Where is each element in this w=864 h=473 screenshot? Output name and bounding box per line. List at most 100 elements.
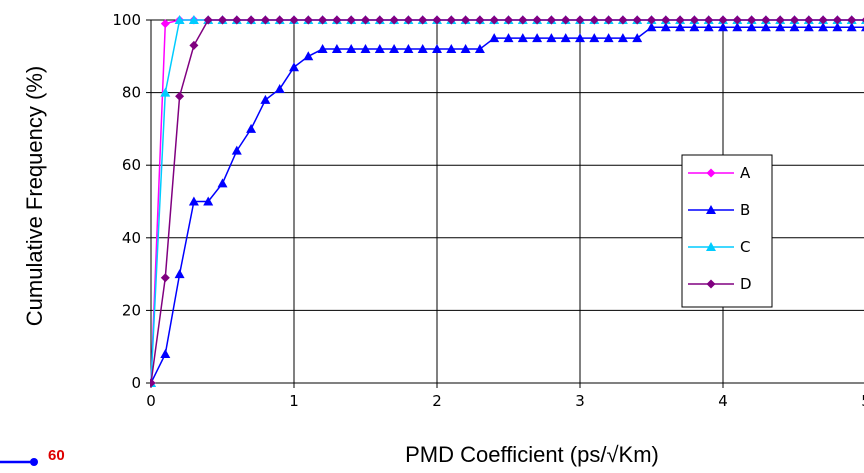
x-tick-label: 5 — [861, 392, 864, 410]
data-point-C — [174, 15, 185, 24]
series-layer — [150, 15, 864, 388]
data-point-D — [747, 15, 757, 25]
data-point-B — [689, 22, 700, 32]
data-point-B — [775, 22, 786, 32]
data-point-B — [546, 33, 557, 43]
series-B — [150, 22, 864, 387]
data-point-D — [175, 91, 185, 101]
data-point-D — [375, 15, 385, 25]
data-point-D — [847, 15, 857, 25]
data-point-B — [289, 62, 299, 72]
legend-label: B — [740, 201, 750, 219]
data-point-B — [389, 44, 400, 54]
y-tick-label: 20 — [122, 301, 141, 319]
y-tick-labels: 0 20 40 60 80 100 — [112, 11, 141, 392]
data-point-B — [732, 22, 743, 32]
data-point-B — [846, 22, 857, 32]
data-point-B — [760, 22, 771, 32]
data-point-B — [703, 22, 714, 32]
data-point-D — [203, 15, 213, 25]
data-point-B — [718, 22, 728, 32]
data-point-D — [318, 15, 328, 25]
data-point-D — [461, 15, 471, 25]
data-point-B — [160, 348, 171, 358]
data-point-B — [374, 44, 385, 54]
data-point-D — [675, 15, 685, 25]
data-point-D — [275, 15, 285, 25]
data-point-B — [231, 145, 242, 155]
data-point-D — [150, 378, 156, 388]
cropped-legend-fragment: 60 — [0, 447, 65, 466]
x-tick-label: 0 — [146, 392, 156, 410]
legend: A B C D — [681, 154, 773, 308]
data-point-B — [203, 196, 214, 206]
data-point-D — [632, 15, 642, 25]
data-point-D — [732, 15, 742, 25]
data-point-D — [418, 15, 428, 25]
y-tick-label: 100 — [112, 11, 141, 29]
legend-label: C — [740, 238, 750, 256]
data-point-D — [532, 15, 542, 25]
data-point-B — [532, 33, 543, 43]
data-point-D — [518, 15, 528, 25]
data-point-B — [446, 44, 457, 54]
data-point-B — [617, 33, 628, 43]
legend-swatch-marker — [706, 242, 716, 251]
data-point-B — [632, 33, 643, 43]
data-point-B — [432, 44, 442, 54]
data-point-B — [832, 22, 843, 32]
data-point-D — [332, 15, 342, 25]
data-point-B — [303, 51, 314, 61]
data-point-B — [417, 44, 428, 54]
series-D — [150, 15, 864, 388]
data-point-D — [704, 15, 714, 25]
data-point-B — [861, 25, 864, 32]
data-point-B — [217, 178, 228, 188]
data-point-D — [389, 15, 399, 25]
data-point-B — [560, 33, 571, 43]
y-axis-label: Cumulative Frequency (%) — [22, 66, 47, 326]
data-point-D — [618, 15, 628, 25]
data-point-D — [403, 15, 413, 25]
x-tick-label: 2 — [432, 392, 442, 410]
legend-swatch-marker — [706, 168, 716, 178]
data-point-B — [818, 22, 829, 32]
x-tick-label: 4 — [718, 392, 728, 410]
data-point-D — [303, 15, 313, 25]
data-point-D — [446, 15, 456, 25]
x-axis-label: PMD Coefficient (ps/√Km) — [405, 442, 659, 467]
legend-item-C: C — [688, 238, 750, 256]
legend-item-D: D — [688, 275, 752, 293]
data-point-D — [218, 15, 227, 25]
data-point-B — [346, 44, 357, 54]
data-point-B — [274, 83, 285, 93]
y-tick-label: 60 — [122, 156, 141, 174]
legend-label: D — [740, 275, 752, 293]
legend-item-A: A — [688, 164, 751, 182]
data-point-D — [189, 40, 199, 50]
data-point-D — [761, 15, 771, 25]
data-point-D — [604, 15, 614, 25]
data-point-D — [260, 15, 270, 25]
data-point-C — [188, 15, 199, 24]
y-tick-label: 0 — [131, 374, 141, 392]
data-point-B — [260, 94, 271, 104]
y-tick-label: 40 — [122, 229, 141, 247]
data-point-D — [861, 17, 864, 23]
legend-swatch-marker — [706, 279, 716, 289]
data-point-B — [174, 269, 185, 279]
data-point-D — [346, 15, 356, 25]
data-point-D — [289, 15, 299, 25]
data-point-B — [603, 33, 614, 43]
x-tick-label: 3 — [575, 392, 585, 410]
data-point-B — [317, 44, 328, 54]
data-point-D — [489, 15, 499, 25]
data-point-D — [475, 15, 485, 25]
x-tick-labels: 0 1 2 3 4 5 — [146, 392, 864, 410]
data-point-D — [689, 15, 699, 25]
data-point-D — [432, 15, 442, 25]
data-point-D — [504, 15, 513, 25]
data-point-B — [403, 44, 414, 54]
data-point-D — [832, 15, 842, 25]
